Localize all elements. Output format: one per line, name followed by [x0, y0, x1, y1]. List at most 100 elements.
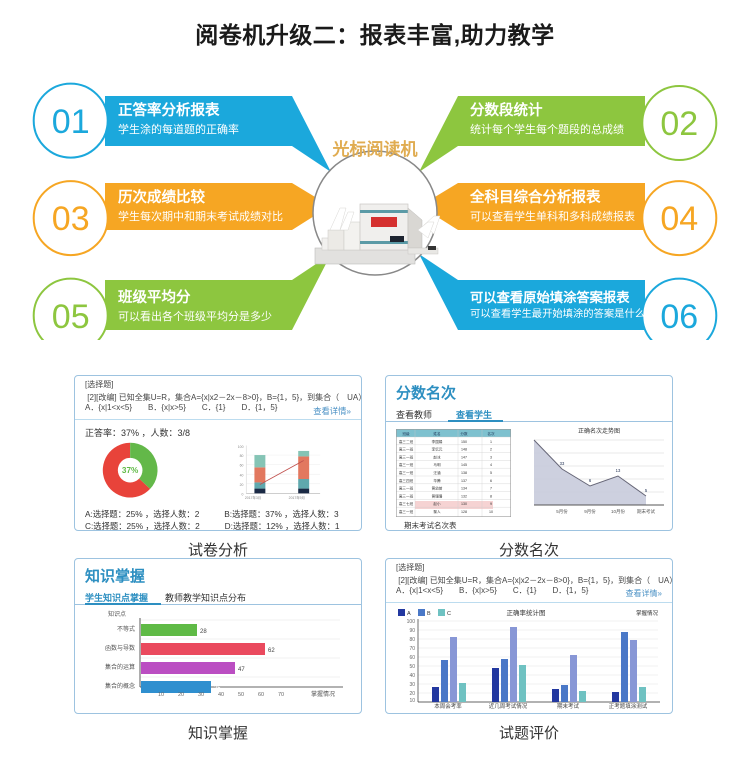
svg-text:赵小: 赵小	[433, 501, 441, 506]
svg-text:20: 20	[240, 483, 244, 487]
svg-text:130: 130	[461, 502, 467, 506]
svg-text:正确率统计图: 正确率统计图	[507, 608, 546, 617]
svg-text:28: 28	[200, 629, 207, 635]
svg-text:134: 134	[461, 487, 467, 491]
svg-text:147: 147	[461, 455, 467, 459]
svg-text:90: 90	[409, 628, 415, 634]
svg-text:60: 60	[258, 692, 264, 698]
svg-text:138: 138	[461, 471, 467, 475]
svg-text:6: 6	[490, 479, 492, 483]
svg-text:9月份: 9月份	[584, 508, 596, 515]
svg-text:姓名: 姓名	[433, 431, 441, 436]
svg-text:马明: 马明	[433, 462, 441, 467]
svg-text:80: 80	[409, 637, 415, 643]
svg-text:20: 20	[409, 691, 415, 697]
svg-text:150: 150	[461, 440, 467, 444]
svg-text:100: 100	[238, 445, 244, 449]
svg-text:高三一班: 高三一班	[399, 493, 414, 498]
svg-text:60: 60	[409, 655, 415, 661]
svg-text:名次: 名次	[487, 431, 495, 436]
svg-text:137: 137	[461, 479, 467, 483]
svg-text:高三一班: 高三一班	[399, 447, 414, 452]
svg-text:华腾: 华腾	[433, 478, 441, 483]
svg-text:掌握情况: 掌握情况	[636, 609, 659, 617]
svg-text:70: 70	[409, 646, 415, 652]
svg-text:知识点: 知识点	[108, 610, 126, 618]
svg-text:148: 148	[461, 448, 467, 452]
svg-text:05: 05	[52, 298, 90, 336]
svg-text:40: 40	[240, 473, 244, 477]
svg-text:5月份: 5月份	[556, 508, 568, 515]
svg-text:期末考试: 期末考试	[637, 508, 655, 515]
svg-text:50: 50	[409, 664, 415, 670]
svg-text:黄珊珊: 黄珊珊	[432, 493, 443, 498]
svg-text:62: 62	[268, 648, 275, 654]
svg-text:高三二班: 高三二班	[399, 439, 414, 444]
svg-text:正确名次走势图: 正确名次走势图	[578, 427, 620, 435]
svg-text:2017年3月: 2017年3月	[245, 495, 261, 500]
svg-text:高三一班: 高三一班	[399, 509, 414, 514]
svg-text:128: 128	[461, 510, 467, 514]
svg-text:掌握情况: 掌握情况	[311, 690, 335, 698]
svg-text:近几周考试情况: 近几周考试情况	[489, 702, 528, 710]
svg-text:高三七班: 高三七班	[399, 501, 414, 506]
svg-text:10: 10	[409, 698, 415, 704]
svg-text:高三四班: 高三四班	[399, 478, 414, 483]
svg-text:20: 20	[178, 692, 184, 698]
svg-text:5: 5	[490, 471, 492, 475]
svg-text:高三一班: 高三一班	[399, 470, 414, 475]
svg-text:10: 10	[158, 692, 164, 698]
svg-text:函数与导数: 函数与导数	[105, 644, 135, 652]
svg-text:期末考试: 期末考试	[557, 702, 580, 710]
svg-text:8: 8	[490, 494, 492, 498]
svg-text:2017年9月: 2017年9月	[289, 495, 305, 500]
svg-text:50: 50	[238, 692, 244, 698]
svg-text:1: 1	[490, 440, 492, 444]
svg-text:C: C	[447, 611, 451, 617]
svg-text:2: 2	[490, 448, 492, 452]
svg-text:B: B	[427, 611, 431, 617]
svg-text:正考题填涂测试: 正考题填涂测试	[609, 702, 648, 710]
svg-text:47: 47	[238, 667, 245, 673]
svg-text:02: 02	[660, 105, 698, 143]
svg-text:班级: 班级	[402, 431, 410, 436]
svg-text:01: 01	[52, 103, 90, 141]
svg-text:A: A	[407, 611, 411, 617]
svg-text:40: 40	[218, 692, 224, 698]
svg-text:本周会考率: 本周会考率	[434, 702, 462, 710]
svg-text:3: 3	[490, 455, 492, 459]
svg-text:145: 145	[461, 463, 467, 467]
svg-text:高三一班: 高三一班	[399, 486, 414, 491]
svg-text:30: 30	[409, 682, 415, 688]
svg-text:13: 13	[616, 468, 621, 473]
svg-text:李忆元: 李忆元	[432, 447, 443, 452]
svg-text:132: 132	[461, 494, 467, 498]
svg-text:37%: 37%	[122, 466, 139, 475]
svg-text:40: 40	[409, 673, 415, 679]
svg-text:不等式: 不等式	[117, 625, 135, 633]
svg-text:集合的运算: 集合的运算	[105, 663, 135, 671]
svg-text:03: 03	[52, 200, 90, 238]
svg-text:06: 06	[660, 298, 698, 336]
svg-text:60: 60	[240, 464, 244, 468]
svg-text:4: 4	[490, 463, 492, 467]
svg-text:黄幼苗: 黄幼苗	[432, 486, 443, 491]
svg-text:70: 70	[278, 692, 284, 698]
svg-text:04: 04	[660, 200, 698, 238]
svg-text:80: 80	[240, 454, 244, 458]
svg-text:李国娟: 李国娟	[432, 439, 443, 444]
svg-text:汪涵: 汪涵	[433, 470, 441, 475]
svg-text:30: 30	[198, 692, 204, 698]
svg-text:集合的概念: 集合的概念	[105, 682, 135, 690]
svg-text:7: 7	[490, 487, 492, 491]
svg-text:黎人: 黎人	[433, 509, 441, 514]
svg-text:高三一班: 高三一班	[399, 454, 414, 459]
svg-text:分数: 分数	[460, 431, 468, 436]
svg-text:100: 100	[407, 619, 416, 625]
svg-text:高三一班: 高三一班	[399, 462, 414, 467]
svg-text:10: 10	[489, 510, 493, 514]
svg-text:9: 9	[490, 502, 492, 506]
svg-text:赵冰: 赵冰	[433, 454, 441, 459]
svg-text:0: 0	[242, 492, 244, 496]
svg-text:33: 33	[560, 461, 565, 466]
